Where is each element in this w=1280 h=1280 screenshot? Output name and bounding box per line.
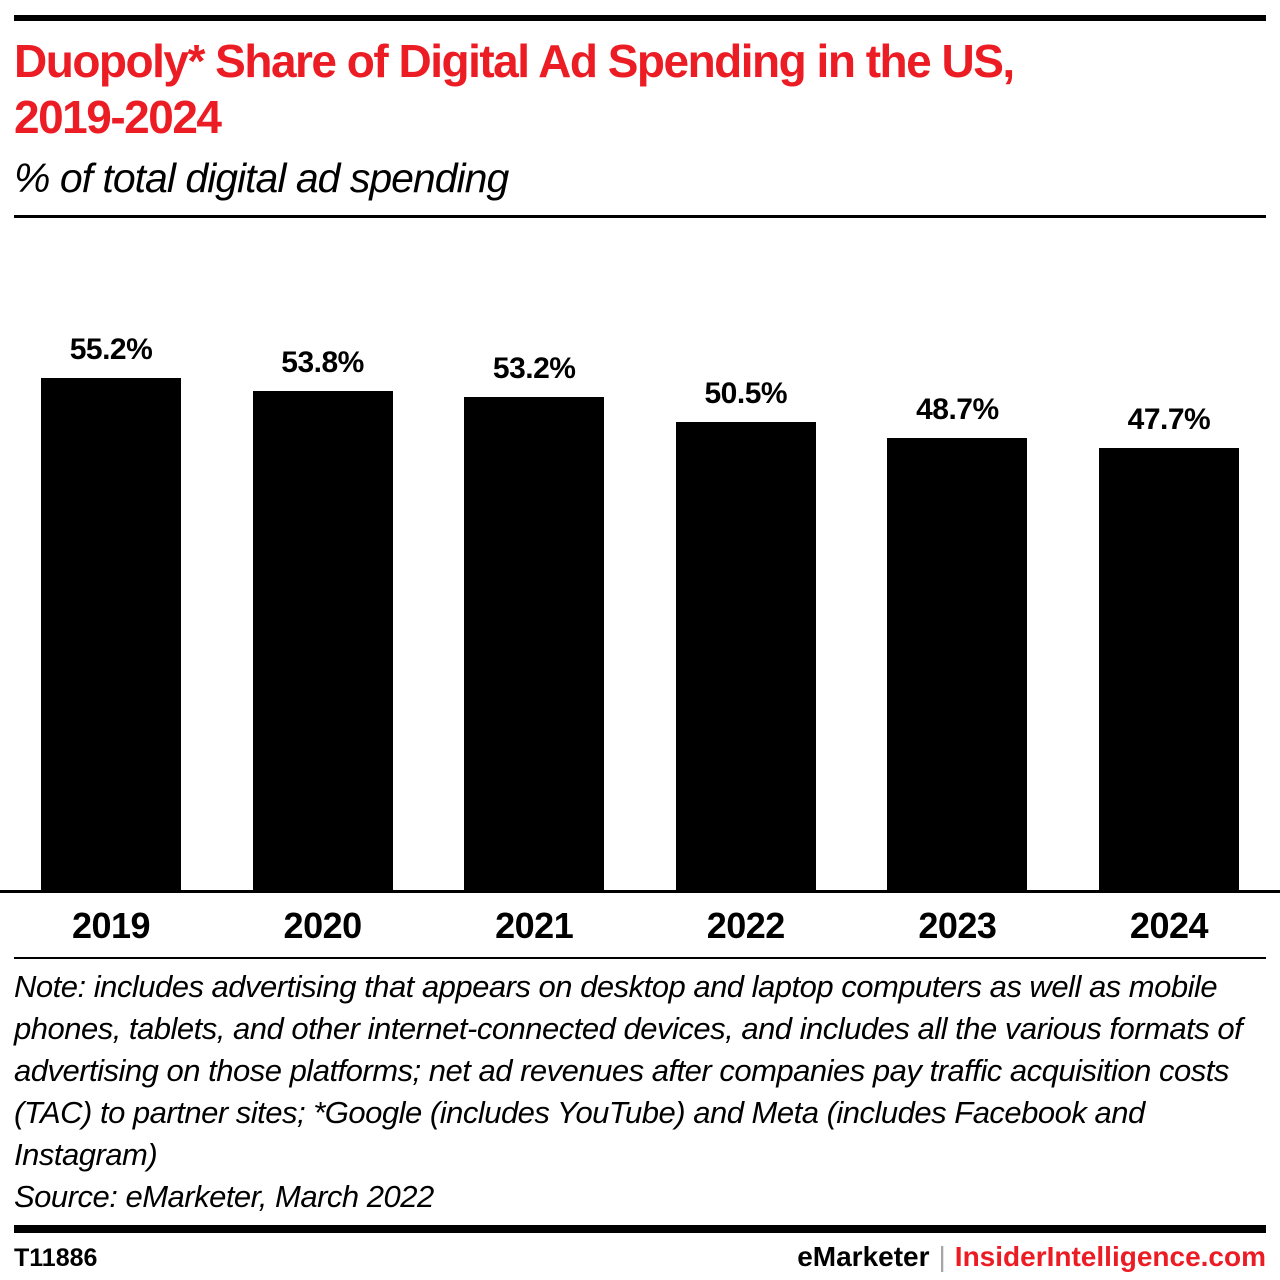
bar [252,391,393,890]
bar-group: 53.8% [252,346,393,890]
bar-group: 53.2% [464,352,605,890]
bar-series: 55.2% 53.8% 53.2% 50.5% 48.7% 47.7% [41,218,1239,890]
bar [464,397,605,890]
x-axis-label: 2020 [283,905,363,946]
bar [41,378,181,890]
bar-group: 48.7% [887,393,1028,890]
bar-value-label: 55.2% [69,333,153,366]
x-axis-labels: 2019 2020 2021 2022 2023 2024 [41,893,1239,957]
chart-id: T11886 [14,1244,98,1272]
bar-value-label: 48.7% [916,393,999,426]
brand-separator: | [938,1241,946,1272]
chart-title-line1: Duopoly* Share of Digital Ad Spending in… [14,35,1015,87]
bar-group: 50.5% [675,377,816,890]
x-axis-label: 2019 [71,905,151,946]
bar-value-label: 53.2% [492,352,576,385]
bar-group: 47.7% [1098,403,1239,890]
top-accent-bar [14,15,1266,21]
chart-title-line2: 2019-2024 [14,91,222,143]
bar-value-label: 47.7% [1127,403,1211,436]
chart-title: Duopoly* Share of Digital Ad Spending in… [14,33,1266,145]
bar [887,438,1028,890]
brand-emarketer: eMarketer [797,1241,930,1272]
bar [675,422,816,890]
footer: T11886 eMarketer | InsiderIntelligence.c… [14,1241,1266,1273]
bar [1098,448,1239,890]
chart-page: Duopoly* Share of Digital Ad Spending in… [0,15,1280,1273]
brand-row: eMarketer | InsiderIntelligence.com [797,1241,1266,1273]
x-axis-line [0,890,1280,893]
x-axis-label: 2022 [706,905,786,946]
x-axis-label: 2021 [495,905,574,946]
bar-value-label: 50.5% [704,377,788,410]
note-divider [14,957,1266,959]
note-text: Note: includes advertising that appears … [14,969,1243,1172]
x-axis-label: 2024 [1129,905,1209,946]
bar-group: 55.2% [41,333,181,890]
brand-site-link[interactable]: InsiderIntelligence.com [954,1241,1266,1272]
note-block: Note: includes advertising that appears … [14,966,1266,1218]
source-text: Source: eMarketer, March 2022 [14,1179,434,1214]
x-axis-label: 2023 [918,905,997,946]
bar-value-label: 53.8% [281,346,364,379]
bottom-accent-bar [14,1225,1266,1233]
chart-subtitle: % of total digital ad spending [14,155,509,201]
header-divider [14,215,1266,218]
